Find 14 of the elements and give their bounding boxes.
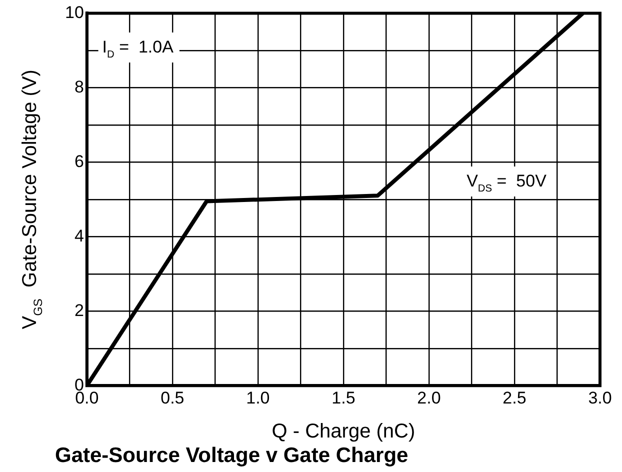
text: Gate-Source Voltage v Gate Charge [55,444,408,467]
y-tick-label: 8 [74,77,84,96]
x-tick-label: 1.0 [246,388,270,408]
y-tick-label: 6 [74,152,84,171]
y-tick-label: 10 [64,2,84,22]
y-axis-title: VGS Gate-Source Voltage (V) [19,70,45,330]
x-axis-title: Q - Charge (nC) [272,420,416,443]
x-tick-label: 3.0 [588,388,612,408]
x-tick-label: 2.0 [417,388,441,408]
y-tick-label: 2 [74,300,84,320]
x-tick-label: 1.5 [332,388,356,408]
y-tick-label: 4 [74,226,84,246]
x-tick-label: 2.5 [502,388,526,408]
x-tick-label: 0.5 [160,388,184,408]
